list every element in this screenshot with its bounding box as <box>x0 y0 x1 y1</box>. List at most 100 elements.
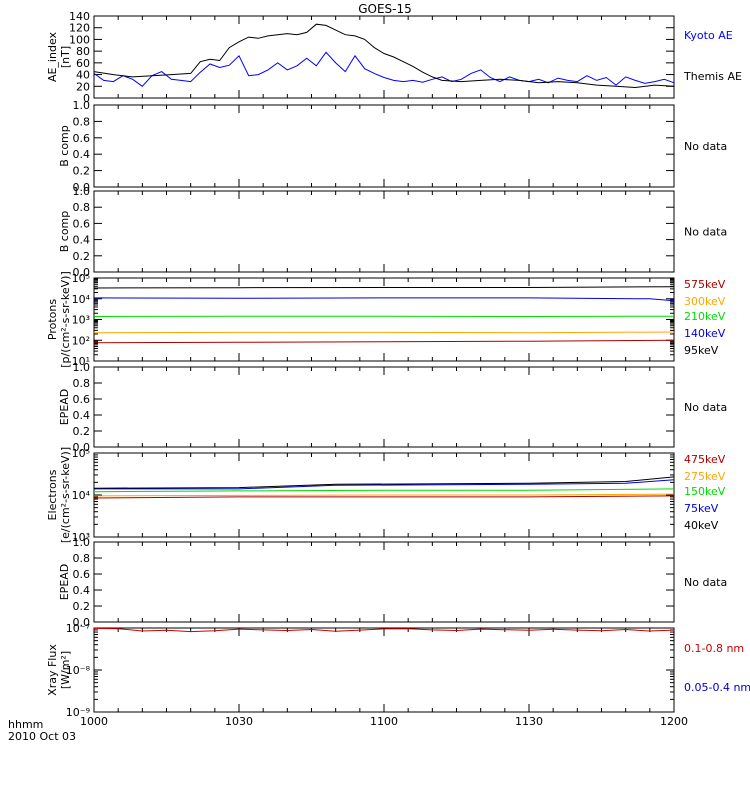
y-tick-label: 0.0 <box>73 181 91 194</box>
y-tick-label: 10⁻⁸ <box>66 664 91 677</box>
y-tick-label: 0 <box>83 92 90 105</box>
y-tick-label: 0.2 <box>73 165 91 178</box>
y-axis-label: EPEAD <box>58 389 71 426</box>
time-tick-label: 1030 <box>225 715 253 728</box>
time-tick-label: 1000 <box>80 715 108 728</box>
y-tick-label: 40 <box>76 69 90 82</box>
panel-frame <box>93 15 675 99</box>
panel-2: 0.0 0.2 0.4 0.6 0.8 1.0B comp No data <box>58 99 727 194</box>
legend-entry: 275keV <box>684 470 726 483</box>
y-tick-label: 10³ <box>72 314 90 327</box>
time-axis-label-date: 2010 Oct 03 <box>8 730 76 743</box>
y-axis-label: AE_index <box>46 31 59 82</box>
y-axis-label: B comp <box>58 211 71 253</box>
y-tick-label: 0.6 <box>73 217 91 230</box>
chart-title: GOES-15 <box>358 2 412 16</box>
legend-entry: Themis AE <box>683 70 742 83</box>
no-data-label: No data <box>684 576 727 589</box>
no-data-label: No data <box>684 140 727 153</box>
series-line-4 <box>93 297 675 302</box>
y-tick-label: 0.2 <box>73 600 91 613</box>
y-tick-label: 0.0 <box>73 266 91 279</box>
y-tick-label: 0.8 <box>73 115 91 128</box>
y-tick-label: 0.6 <box>73 132 91 145</box>
panel-7: 0.0 0.2 0.4 0.6 0.8 1.0 EPEAD No data <box>58 536 727 629</box>
y-tick-label: 0.0 <box>73 441 91 454</box>
series-line-2 <box>93 23 675 89</box>
y-tick-label: 0.8 <box>73 377 91 390</box>
y-axis-label: [p/(cm²-s-sr-keV)] <box>59 271 72 368</box>
series-line-1 <box>93 495 675 499</box>
series-line-1 <box>93 51 675 87</box>
y-tick-label: 0.4 <box>73 584 91 597</box>
y-tick-label: 100 <box>69 33 90 46</box>
legend-entry: 0.1-0.8 nm <box>684 642 744 655</box>
y-tick-label: 0.0 <box>73 616 91 629</box>
time-axis: 1000 1030 1100 1130 1200 <box>80 715 688 728</box>
y-tick-label: 0.8 <box>73 552 91 565</box>
y-tick-label: 1.0 <box>73 185 91 198</box>
panel-frame <box>93 104 675 188</box>
y-tick-label: 10⁴ <box>72 293 91 306</box>
panel-8: 10⁻⁹ 10⁻⁸ 10⁻⁷ Xray Flux [W/m²] 0.1-0.8 nm 0.0… <box>46 622 750 719</box>
panel-3: 0.0 0.2 0.4 0.6 0.8 1.0B comp No data <box>58 185 727 279</box>
legend-entry: Kyoto AE <box>684 29 733 42</box>
y-axis-label: [e/(cm²-s-sr-keV)] <box>59 447 72 543</box>
series-line-1 <box>93 627 675 633</box>
series-line-2 <box>93 331 675 334</box>
series-line-3 <box>93 488 675 493</box>
y-tick-label: 10⁵ <box>72 447 90 460</box>
y-tick-label: 10¹ <box>72 355 90 368</box>
legend-entry: 210keV <box>684 310 726 323</box>
y-tick-label: 10⁴ <box>72 489 91 502</box>
y-tick-label: 60 <box>76 57 90 70</box>
y-axis-label: B comp <box>58 125 71 167</box>
y-tick-label: 20 <box>76 80 90 93</box>
series-line-1 <box>93 339 675 344</box>
y-tick-label: 10⁻⁹ <box>66 706 90 719</box>
y-tick-label: 0.6 <box>73 393 91 406</box>
no-data-label: No data <box>684 401 727 414</box>
legend-entry: 40keV <box>684 519 719 532</box>
y-tick-label: 1.0 <box>73 99 91 112</box>
y-tick-label: 0.2 <box>73 250 91 263</box>
y-axis-label: Protons <box>46 299 59 340</box>
y-axis-label: EPEAD <box>58 564 71 601</box>
panel-4: 10¹ 10² 10³ 10⁴ 10⁵ Protons [p/(cm²-s-sr-keV)]… <box>46 271 726 368</box>
legend-entry: 475keV <box>684 453 726 466</box>
time-tick-label: 1100 <box>370 715 398 728</box>
no-data-label: No data <box>684 226 727 239</box>
legend-entry: 150keV <box>684 485 726 498</box>
y-tick-label: 0.4 <box>73 409 91 422</box>
y-axis-label: Xray Flux <box>46 644 59 696</box>
series-line-2 <box>93 493 675 497</box>
panel-frame <box>93 541 675 623</box>
time-axis-label-unit: hhmm <box>8 718 43 731</box>
y-tick-label: 80 <box>76 45 90 58</box>
y-tick-label: 0.4 <box>73 148 91 161</box>
y-tick-label: 10² <box>72 334 90 347</box>
legend-entry: 0.05-0.4 nm <box>684 681 750 694</box>
legend-entry: 75keV <box>684 502 719 515</box>
y-tick-label: 1.0 <box>73 361 91 374</box>
panel-frame <box>93 190 675 273</box>
y-tick-label: 0.6 <box>73 568 91 581</box>
legend-entry: 95keV <box>684 344 719 357</box>
y-axis-label: [nT] <box>59 46 72 68</box>
panel-6: 10³ 10⁴ 10⁵ Electrons [e/(cm²-s-sr-keV)] 475k… <box>46 447 726 544</box>
legend-entry: 575keV <box>684 278 726 291</box>
y-tick-label: 10³ <box>72 531 90 544</box>
panel-frame <box>93 277 675 362</box>
panel-5: 0.0 0.2 0.4 0.6 0.8 1.0 EPEAD No data <box>58 361 727 454</box>
series-line-4 <box>94 479 675 490</box>
time-tick-label: 1200 <box>660 715 688 728</box>
y-tick-label: 10⁵ <box>72 272 90 285</box>
y-tick-label: 10⁻⁷ <box>66 622 90 635</box>
series-line-5 <box>93 286 675 289</box>
y-tick-label: 0.2 <box>73 425 91 438</box>
panel-frame <box>93 627 675 713</box>
y-tick-label: 120 <box>69 22 90 35</box>
